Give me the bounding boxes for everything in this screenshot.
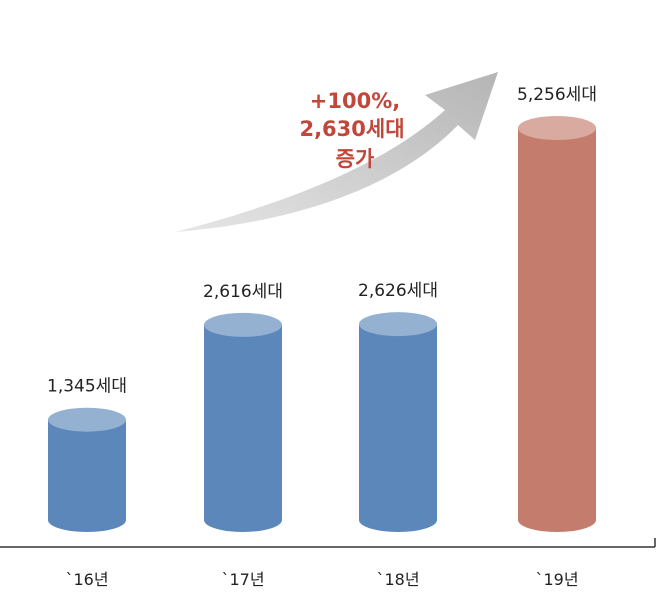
data-label: 1,345세대: [47, 377, 127, 397]
bar-body: [204, 324, 282, 532]
bar-0: [48, 407, 126, 532]
bar-top: [204, 312, 282, 337]
bar-top: [518, 116, 596, 140]
bar-1: [204, 312, 282, 532]
bar-body: [48, 419, 126, 532]
data-label: 2,626세대: [358, 281, 438, 301]
annotation-line-2: 2,630세대: [299, 117, 404, 141]
x-tick-label: `19년: [535, 570, 578, 589]
bar-top: [48, 407, 126, 432]
bar-2: [359, 312, 437, 532]
bar-body: [518, 128, 596, 532]
annotation-line-1: +100%,: [310, 89, 400, 113]
bar-3: [518, 116, 596, 532]
x-tick-label: `16년: [65, 570, 108, 589]
bar-top: [359, 312, 437, 337]
bar-body: [359, 324, 437, 532]
annotation-line-3: 증가: [336, 147, 375, 171]
x-tick-label: `17년: [221, 570, 264, 589]
x-tick-label: `18년: [376, 570, 419, 589]
data-label: 5,256세대: [517, 85, 597, 105]
growth-arrow-icon: [175, 72, 498, 232]
data-label: 2,616세대: [203, 282, 283, 302]
